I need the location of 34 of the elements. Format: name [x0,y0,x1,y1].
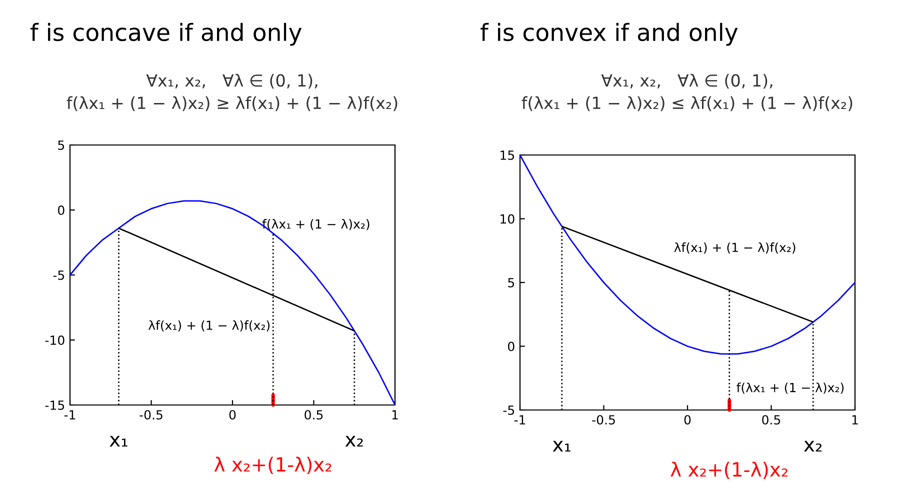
x-tick-label: 1 [392,410,398,420]
x-tick-label: 0 [229,410,236,420]
y-tick-label: 0 [508,342,514,352]
x-tick-label: -0.5 [592,415,615,425]
x-tick-label: -1 [64,410,76,420]
chart-subtitle: ∀x₁, x₂, ∀λ ∈ (0, 1), f(λx₁ + (1 − λ)x₂) ≥ λf(x₁) + (1 − λ)f(x₂) [66,74,398,112]
annotation: λf(x₁) + (1 − λ)f(x₂) [148,320,270,332]
annotation: x₂ [804,440,822,452]
x-tick-label: 0 [684,415,691,425]
y-tick-label: 10 [500,214,514,224]
x-tick-label: -0.5 [140,410,162,420]
x-tick-label: 0.5 [304,410,323,420]
x-tick-label: 1 [852,415,858,424]
y-tick-label: -10 [45,335,64,345]
annotation: f(λx₁ + (1 − λ)x₂) [262,219,370,230]
chart-title: f is concave if and only [30,22,302,46]
chart-title: f is convex if and only [480,22,738,46]
annotation: x₁ [110,436,128,447]
y-tick-label: 5 [508,278,514,288]
annotation: λ x₂+(1-λ)x₂ [214,456,332,474]
y-tick-label: -15 [45,400,64,410]
annotation: λf(x₁) + (1 − λ)f(x₂) [674,242,796,254]
x-tick-label: 0.5 [762,415,780,425]
chart-subtitle: ∀x₁, x₂, ∀λ ∈ (0, 1), f(λx₁ + (1 − λ)x₂) ≤ λf(x₁) + (1 − λ)f(x₂) [522,74,852,112]
annotation: x₂ [345,436,363,447]
annotation: λ x₂+(1-λ)x₂ [670,462,788,480]
y-tick-label: -5 [53,270,64,280]
y-tick-label: 0 [58,205,64,215]
y-tick-label: 15 [500,150,514,160]
annotation: f(λx₁ + (1 − λ)x₂) [736,382,844,394]
y-tick-label: 5 [58,140,64,150]
annotation: x₁ [552,440,570,452]
x-tick-label: -1 [514,415,526,424]
y-tick-label: -5 [503,406,514,415]
